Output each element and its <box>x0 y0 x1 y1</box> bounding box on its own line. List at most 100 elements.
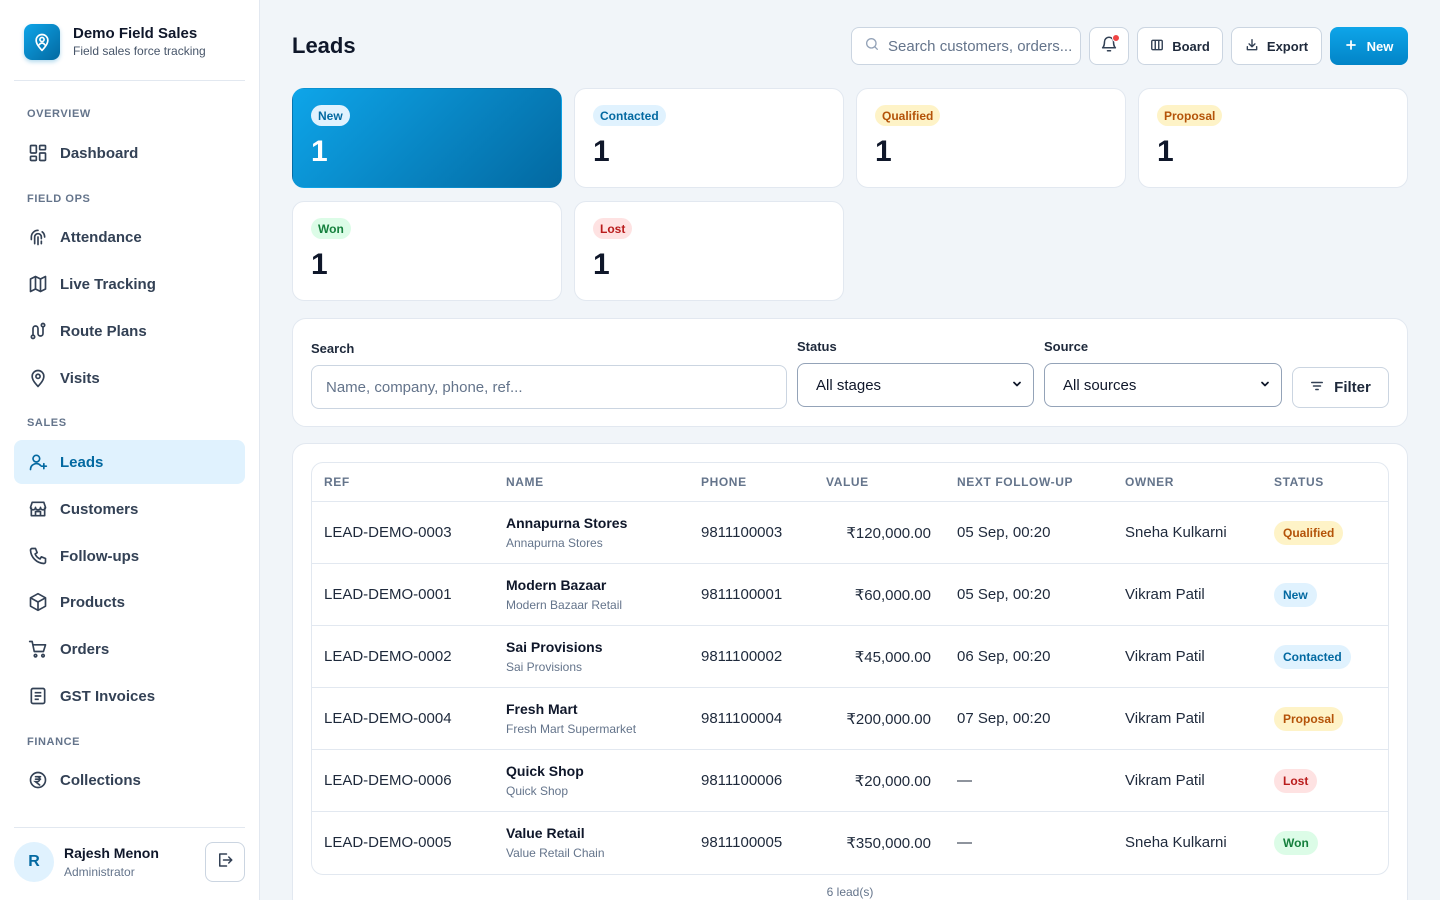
cell-name[interactable]: Quick Shop <box>506 763 584 779</box>
cell-follow-up: — <box>957 772 972 789</box>
rupee-coin-icon <box>28 770 48 790</box>
cell-owner: Vikram Patil <box>1125 586 1205 603</box>
notification-dot <box>1112 34 1120 42</box>
cell-phone: 9811100006 <box>701 772 783 789</box>
sidebar-item-label: Leads <box>60 453 104 471</box>
sidebar-item-attendance[interactable]: Attendance <box>14 215 245 259</box>
column-header[interactable]: NEXT FOLLOW-UP <box>957 475 1074 489</box>
export-button[interactable]: Export <box>1231 27 1322 65</box>
cell-value: ₹45,000.00 <box>854 649 931 666</box>
table-row[interactable]: LEAD-DEMO-0005 9811100005 — Sneha Kulkarni V… <box>312 812 1388 874</box>
cell-name[interactable]: Fresh Mart <box>506 701 578 717</box>
sidebar-item-live-tracking[interactable]: Live Tracking <box>14 262 245 306</box>
brand-logo-icon <box>24 24 60 60</box>
stat-label: Proposal <box>1157 105 1223 126</box>
cell-value: ₹60,000.00 <box>854 587 931 604</box>
lead-search-input[interactable]: Name, company, phone, ref... <box>311 365 787 409</box>
global-search-input[interactable] <box>888 37 1078 55</box>
avatar[interactable]: R <box>14 842 54 882</box>
cell-owner: Vikram Patil <box>1125 710 1205 727</box>
board-button-label: Board <box>1172 38 1210 54</box>
cell-owner: Sneha Kulkarni <box>1125 524 1227 541</box>
cell-name[interactable]: Annapurna Stores <box>506 515 628 531</box>
user-name: Rajesh Menon <box>64 845 159 861</box>
sidebar-item-route-plans[interactable]: Route Plans <box>14 309 245 353</box>
cell-name[interactable]: Value Retail <box>506 825 585 841</box>
export-button-label: Export <box>1266 38 1309 54</box>
cell-value: ₹200,000.00 <box>846 711 931 728</box>
sidebar-item-label: GST Invoices <box>60 687 156 705</box>
sidebar-item-label: Orders <box>60 640 110 658</box>
table-row[interactable]: LEAD-DEMO-0004 9811100004 07 Sep, 00:20 Vik… <box>312 688 1388 750</box>
global-search[interactable] <box>851 27 1081 65</box>
cell-value: ₹20,000.00 <box>854 773 931 790</box>
filter-lines-icon <box>1310 379 1324 397</box>
column-header[interactable]: REF <box>324 475 350 489</box>
dashboard-icon <box>28 143 48 163</box>
new-lead-button[interactable]: New <box>1330 27 1408 65</box>
stat-card-qualified[interactable]: Qualified 1 <box>856 88 1126 188</box>
sidebar-item-dashboard[interactable]: Dashboard <box>14 131 245 175</box>
sidebar-item-label: Live Tracking <box>60 275 156 293</box>
filter-button-label: Filter <box>1334 379 1371 396</box>
filter-button[interactable]: Filter <box>1292 367 1389 408</box>
lead-count: 6 lead(s) <box>826 885 874 899</box>
sidebar-item-label: Visits <box>60 369 100 387</box>
status-badge: Won <box>1274 831 1318 855</box>
sidebar-item-gst-invoices[interactable]: GST Invoices <box>14 674 245 718</box>
sidebar-item-visits[interactable]: Visits <box>14 356 245 400</box>
cell-name[interactable]: Modern Bazaar <box>506 577 607 593</box>
sidebar-item-customers[interactable]: Customers <box>14 487 245 531</box>
logout-button[interactable] <box>205 842 245 882</box>
column-header[interactable]: NAME <box>506 475 544 489</box>
stat-card-proposal[interactable]: Proposal 1 <box>1138 88 1408 188</box>
board-button[interactable]: Board <box>1137 27 1223 65</box>
stat-card-won[interactable]: Won 1 <box>292 201 562 301</box>
plus-icon <box>1345 39 1357 54</box>
sidebar-item-products[interactable]: Products <box>14 580 245 624</box>
source-select-value: All sources <box>1063 376 1137 394</box>
stat-label: New <box>311 105 350 126</box>
sidebar-item-collections[interactable]: Collections <box>14 758 245 802</box>
source-label: Source <box>1044 339 1089 354</box>
status-select[interactable]: All stages <box>797 363 1034 407</box>
sidebar-item-follow-ups[interactable]: Follow-ups <box>14 534 245 578</box>
brand-subtitle: Field sales force tracking <box>73 44 206 58</box>
source-select[interactable]: All sources <box>1044 363 1282 407</box>
sidebar: Demo Field Sales Field sales force track… <box>0 0 260 900</box>
column-header[interactable]: STATUS <box>1274 475 1324 489</box>
table-row[interactable]: LEAD-DEMO-0006 9811100006 — Vikram Patil Qui… <box>312 750 1388 812</box>
sidebar-item-leads[interactable]: Leads <box>14 440 245 484</box>
table-row[interactable]: LEAD-DEMO-0001 9811100001 05 Sep, 00:20 Vik… <box>312 564 1388 626</box>
stat-card-contacted[interactable]: Contacted 1 <box>574 88 844 188</box>
cell-ref: LEAD-DEMO-0006 <box>324 772 452 789</box>
cell-follow-up: 07 Sep, 00:20 <box>957 710 1051 727</box>
column-header[interactable]: PHONE <box>701 475 747 489</box>
leads-table: REF NAME PHONE VALUE NEXT FOLLOW-UP OWNE… <box>311 462 1389 875</box>
cell-name[interactable]: Sai Provisions <box>506 639 603 655</box>
invoice-icon <box>28 686 48 706</box>
column-header[interactable]: OWNER <box>1125 475 1174 489</box>
cell-company: Fresh Mart Supermarket <box>506 722 637 736</box>
cell-ref: LEAD-DEMO-0001 <box>324 586 452 603</box>
brand[interactable]: Demo Field Sales Field sales force track… <box>24 24 206 60</box>
route-icon <box>28 321 48 341</box>
cell-value: ₹350,000.00 <box>846 835 931 852</box>
logout-icon <box>216 851 234 874</box>
cell-follow-up: 05 Sep, 00:20 <box>957 586 1051 603</box>
cell-ref: LEAD-DEMO-0005 <box>324 834 452 851</box>
table-row[interactable]: LEAD-DEMO-0003 9811100003 05 Sep, 00:20 Sne… <box>312 502 1388 564</box>
stat-card-lost[interactable]: Lost 1 <box>574 201 844 301</box>
column-header[interactable]: VALUE <box>826 475 869 489</box>
cell-phone: 9811100005 <box>701 834 783 851</box>
notifications-button[interactable] <box>1089 27 1129 65</box>
chevron-down-icon <box>1011 377 1023 394</box>
sidebar-item-orders[interactable]: Orders <box>14 627 245 671</box>
scroll-fade <box>14 812 245 826</box>
stat-count: 1 <box>311 135 328 168</box>
table-row[interactable]: LEAD-DEMO-0002 9811100002 06 Sep, 00:20 Vik… <box>312 626 1388 688</box>
status-badge: Qualified <box>1274 521 1344 545</box>
stat-count: 1 <box>1157 135 1174 168</box>
brand-title: Demo Field Sales <box>73 25 198 42</box>
stat-card-new[interactable]: New 1 <box>292 88 562 188</box>
